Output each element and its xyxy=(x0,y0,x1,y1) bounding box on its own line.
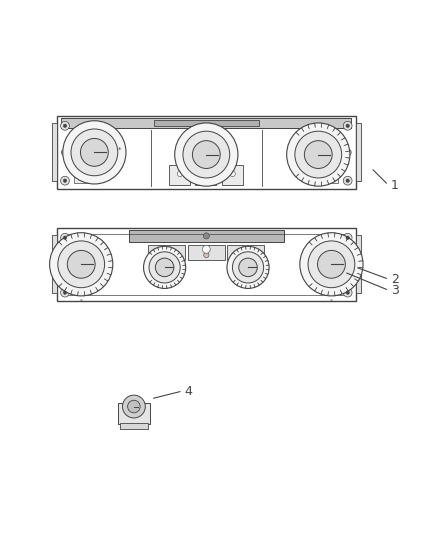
Circle shape xyxy=(203,252,208,257)
Bar xyxy=(154,120,258,126)
Circle shape xyxy=(230,171,235,176)
Circle shape xyxy=(61,149,68,156)
Circle shape xyxy=(58,241,104,288)
Circle shape xyxy=(203,171,208,176)
Bar xyxy=(120,423,147,430)
Circle shape xyxy=(155,258,173,277)
Circle shape xyxy=(343,288,351,297)
Circle shape xyxy=(63,291,67,294)
Circle shape xyxy=(60,122,69,130)
Bar xyxy=(324,167,338,183)
Bar xyxy=(169,165,190,185)
Circle shape xyxy=(343,233,351,242)
Circle shape xyxy=(241,245,249,253)
Bar xyxy=(57,228,355,301)
Circle shape xyxy=(343,176,351,185)
Circle shape xyxy=(80,139,108,166)
Circle shape xyxy=(63,124,67,127)
Text: *: * xyxy=(118,147,121,153)
Circle shape xyxy=(67,251,95,278)
Circle shape xyxy=(243,252,248,257)
Circle shape xyxy=(61,261,68,268)
Circle shape xyxy=(294,131,341,178)
Bar xyxy=(57,116,355,189)
Bar xyxy=(227,245,264,261)
Bar xyxy=(52,123,57,181)
Circle shape xyxy=(203,233,209,239)
Circle shape xyxy=(226,246,268,288)
Circle shape xyxy=(60,176,69,185)
Bar xyxy=(355,123,360,181)
Circle shape xyxy=(345,124,349,127)
Circle shape xyxy=(63,121,126,184)
Circle shape xyxy=(60,233,69,242)
Circle shape xyxy=(202,245,210,253)
Bar xyxy=(187,245,224,261)
Circle shape xyxy=(343,122,351,130)
Bar xyxy=(74,167,88,183)
Bar xyxy=(148,245,185,261)
Circle shape xyxy=(238,258,257,277)
Text: 2: 2 xyxy=(390,273,398,286)
Bar xyxy=(68,234,344,295)
Text: *: * xyxy=(80,298,82,304)
Text: *: * xyxy=(329,298,332,304)
Circle shape xyxy=(49,233,113,296)
Text: 4: 4 xyxy=(184,385,192,398)
Circle shape xyxy=(317,251,345,278)
Circle shape xyxy=(192,141,220,168)
Circle shape xyxy=(345,179,349,182)
Text: 3: 3 xyxy=(390,284,398,297)
Circle shape xyxy=(286,123,349,186)
Circle shape xyxy=(174,123,237,186)
Circle shape xyxy=(304,141,332,168)
Bar xyxy=(221,165,242,185)
Circle shape xyxy=(162,245,170,253)
Bar xyxy=(61,118,350,128)
Circle shape xyxy=(63,179,67,182)
Circle shape xyxy=(232,252,263,283)
Bar xyxy=(118,403,149,424)
Bar xyxy=(128,230,283,241)
Circle shape xyxy=(183,131,229,178)
Circle shape xyxy=(122,395,145,418)
Circle shape xyxy=(71,129,117,176)
Text: 1: 1 xyxy=(390,179,398,192)
Circle shape xyxy=(143,246,185,288)
Circle shape xyxy=(60,288,69,297)
Circle shape xyxy=(343,261,350,268)
Bar xyxy=(195,165,216,185)
Circle shape xyxy=(148,252,180,283)
Bar xyxy=(355,236,360,293)
Circle shape xyxy=(345,236,349,239)
Bar xyxy=(52,236,57,293)
Circle shape xyxy=(164,252,169,257)
Circle shape xyxy=(345,291,349,294)
Circle shape xyxy=(177,171,182,176)
Circle shape xyxy=(63,236,67,239)
Circle shape xyxy=(343,149,350,156)
Circle shape xyxy=(307,241,354,288)
Circle shape xyxy=(127,400,140,413)
Circle shape xyxy=(299,233,362,296)
